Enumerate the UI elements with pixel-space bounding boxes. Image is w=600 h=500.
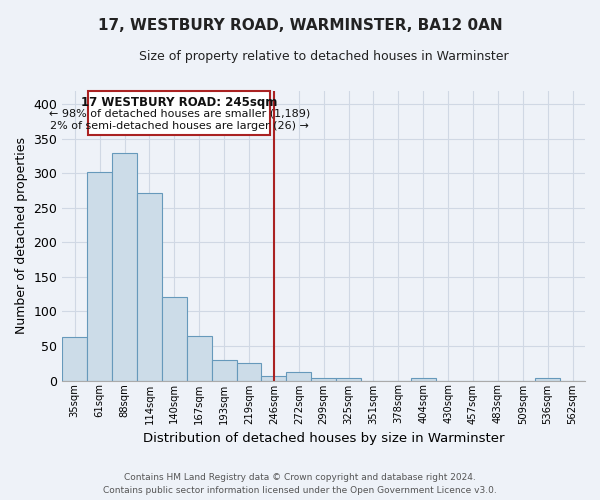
Bar xyxy=(262,376,286,380)
Bar xyxy=(411,378,436,380)
Bar xyxy=(535,378,560,380)
Text: ← 98% of detached houses are smaller (1,189): ← 98% of detached houses are smaller (1,… xyxy=(49,108,310,118)
Bar xyxy=(187,336,212,380)
Bar xyxy=(236,364,262,380)
Bar xyxy=(311,378,336,380)
Text: 2% of semi-detached houses are larger (26) →: 2% of semi-detached houses are larger (2… xyxy=(50,121,309,131)
Title: Size of property relative to detached houses in Warminster: Size of property relative to detached ho… xyxy=(139,50,508,63)
X-axis label: Distribution of detached houses by size in Warminster: Distribution of detached houses by size … xyxy=(143,432,505,445)
Text: Contains HM Land Registry data © Crown copyright and database right 2024.
Contai: Contains HM Land Registry data © Crown c… xyxy=(103,474,497,495)
Bar xyxy=(62,337,87,380)
Bar xyxy=(162,297,187,380)
Bar xyxy=(336,378,361,380)
Text: 17 WESTBURY ROAD: 245sqm: 17 WESTBURY ROAD: 245sqm xyxy=(81,96,277,109)
Bar xyxy=(137,194,162,380)
Y-axis label: Number of detached properties: Number of detached properties xyxy=(15,137,28,334)
Bar xyxy=(286,372,311,380)
Bar xyxy=(212,360,236,380)
Bar xyxy=(87,172,112,380)
Bar xyxy=(112,152,137,380)
Text: 17, WESTBURY ROAD, WARMINSTER, BA12 0AN: 17, WESTBURY ROAD, WARMINSTER, BA12 0AN xyxy=(98,18,502,32)
Bar xyxy=(88,90,270,136)
